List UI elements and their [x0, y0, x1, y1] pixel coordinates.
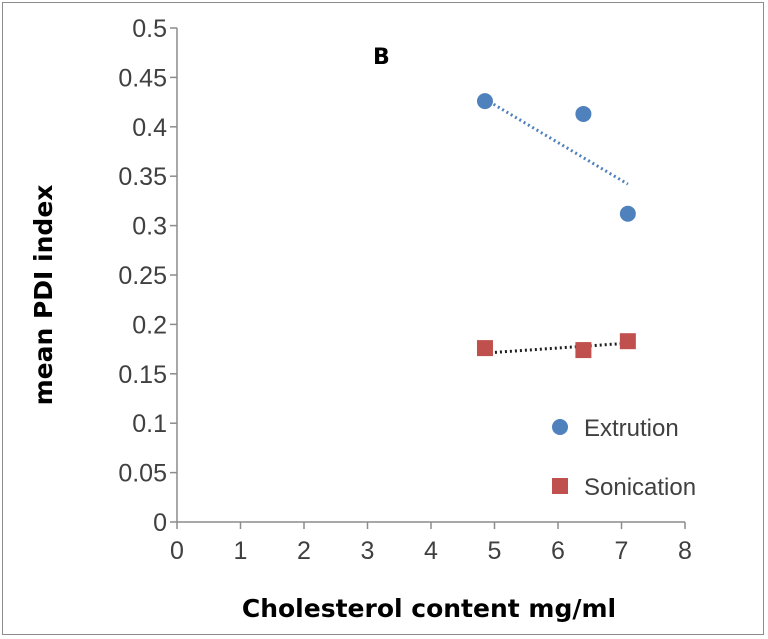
y-tick-label: 0.15: [118, 361, 167, 389]
x-tick-label: 6: [551, 537, 565, 565]
y-axis-title: mean PDI index: [29, 185, 58, 406]
data-point-sonication: [619, 333, 636, 350]
y-tick-label: 0.5: [132, 15, 167, 43]
panel-label: B: [373, 45, 390, 70]
y-tick-label: 0.35: [118, 163, 167, 191]
y-tick-label: 0: [153, 509, 167, 537]
y-tick-label: 0.1: [132, 410, 167, 438]
y-tick-label: 0.2: [132, 311, 167, 339]
x-tick-label: 2: [297, 537, 311, 565]
trendline-extrution: [484, 97, 629, 186]
data-point-extrution: [476, 93, 493, 110]
axes: 0 0.05 0.1 0.15 0.2 0.25 0.3 0.35 0.4 0.45 0.5 0 1 2 3…: [118, 15, 692, 565]
y-tick-label: 0.3: [132, 213, 167, 241]
y-tick-label: 0.45: [118, 64, 167, 92]
x-tick-label: 0: [170, 537, 184, 565]
data-point-extrution: [619, 205, 636, 222]
x-tick-label: 8: [678, 537, 692, 565]
legend-marker-sonication: [552, 478, 568, 494]
trendline-sonication: [484, 341, 628, 355]
x-tick-label: 1: [234, 537, 248, 565]
data-point-extrution: [575, 105, 592, 122]
data-point-sonication: [476, 340, 493, 357]
x-tick-label: 4: [424, 537, 438, 565]
legend-marker-extrution: [552, 419, 568, 435]
legend: Extrution Sonication: [552, 415, 696, 501]
x-axis-title: Cholesterol content mg/ml: [242, 594, 616, 623]
y-tick-label: 0.4: [132, 114, 167, 142]
legend-label-extrution: Extrution: [584, 415, 679, 442]
y-tick-label: 0.25: [118, 262, 167, 290]
data-points: [476, 93, 636, 359]
y-tick-label: 0.05: [118, 460, 167, 488]
x-tick-label: 3: [361, 537, 375, 565]
data-point-sonication: [575, 342, 592, 359]
legend-label-sonication: Sonication: [584, 474, 696, 501]
trendlines: [484, 97, 629, 355]
x-tick-label: 7: [615, 537, 629, 565]
x-tick-label: 5: [488, 537, 502, 565]
